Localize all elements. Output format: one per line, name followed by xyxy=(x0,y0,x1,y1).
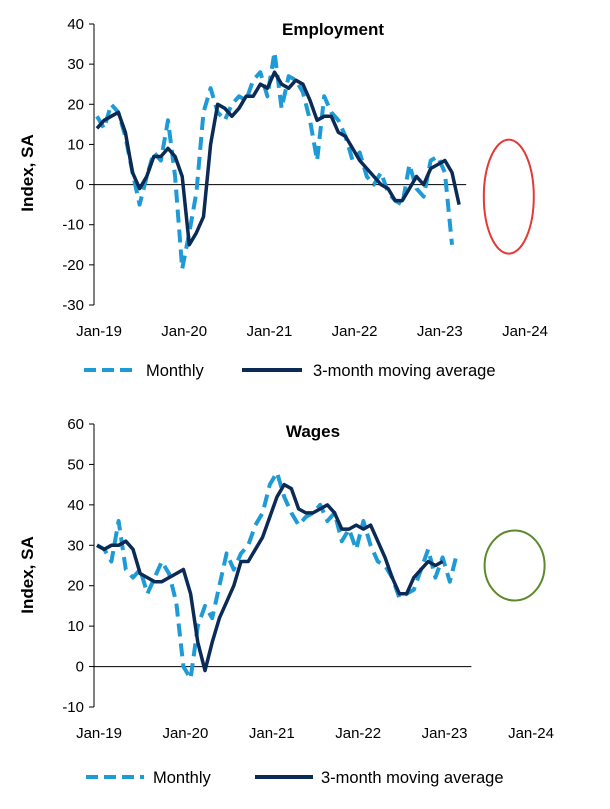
y-tick-label: -20 xyxy=(62,257,84,274)
monthly-line xyxy=(95,50,454,271)
x-tick-label: Jan-23 xyxy=(422,725,468,742)
legend-monthly-label: Monthly xyxy=(146,362,205,380)
wages-y-ticks: 60 50 40 30 20 10 0 -10 xyxy=(62,416,94,716)
x-tick-label: Jan-24 xyxy=(508,725,554,742)
x-tick-label: Jan-24 xyxy=(502,323,548,340)
y-tick-label: 30 xyxy=(67,537,84,554)
legend-average-label: 3-month moving average xyxy=(321,769,504,787)
x-tick-label: Jan-22 xyxy=(332,323,378,340)
wages-highlight-circle xyxy=(483,529,546,602)
y-tick-label: 20 xyxy=(67,578,84,595)
legend-average-label: 3-month moving average xyxy=(313,362,496,380)
y-tick-label: 0 xyxy=(76,177,84,194)
employment-x-ticks: Jan-19 Jan-20 Jan-21 Jan-22 Jan-23 Jan-24 xyxy=(76,323,548,340)
employment-legend: Monthly 3-month moving average xyxy=(84,362,496,380)
wages-x-ticks: Jan-19 Jan-20 Jan-21 Jan-22 Jan-23 Jan-24 xyxy=(76,725,554,742)
wages-legend: Monthly 3-month moving average xyxy=(86,769,504,787)
y-tick-label: 40 xyxy=(67,497,84,514)
x-tick-label: Jan-20 xyxy=(162,725,208,742)
x-tick-label: Jan-20 xyxy=(161,323,207,340)
x-tick-label: Jan-19 xyxy=(76,725,122,742)
y-tick-label: 10 xyxy=(67,618,84,635)
wages-title: Wages xyxy=(286,422,340,441)
moving-average-line xyxy=(96,482,444,673)
y-tick-label: 10 xyxy=(67,136,84,153)
x-tick-label: Jan-21 xyxy=(246,323,292,340)
employment-highlight-circle xyxy=(482,138,535,255)
employment-chart: Employment Index, SA 403020100-10-20-30 … xyxy=(18,16,548,340)
employment-series xyxy=(95,50,461,271)
wages-series xyxy=(96,470,459,681)
employment-title: Employment xyxy=(282,20,384,39)
legend-monthly-label: Monthly xyxy=(153,769,212,787)
y-tick-label: 0 xyxy=(76,659,84,676)
wages-y-axis-label: Index, SA xyxy=(18,536,37,613)
x-tick-label: Jan-19 xyxy=(76,323,122,340)
y-tick-label: -30 xyxy=(62,297,84,314)
y-tick-label: 40 xyxy=(67,16,84,33)
y-tick-label: 50 xyxy=(67,456,84,473)
y-tick-label: -10 xyxy=(62,699,84,716)
y-tick-label: -10 xyxy=(62,217,84,234)
employment-y-ticks: 40 30 20 10 0 -10 -20 -30 xyxy=(62,16,94,314)
monthly-line xyxy=(96,470,459,681)
y-tick-label: 30 xyxy=(67,56,84,73)
y-tick-label: 20 xyxy=(67,96,84,113)
moving-average-line xyxy=(95,70,461,247)
x-tick-label: Jan-21 xyxy=(249,725,295,742)
y-tick-label: 60 xyxy=(67,416,84,433)
employment-y-axis-label: Index, SA xyxy=(18,134,37,211)
x-tick-label: Jan-22 xyxy=(335,725,381,742)
x-tick-label: Jan-23 xyxy=(417,323,463,340)
